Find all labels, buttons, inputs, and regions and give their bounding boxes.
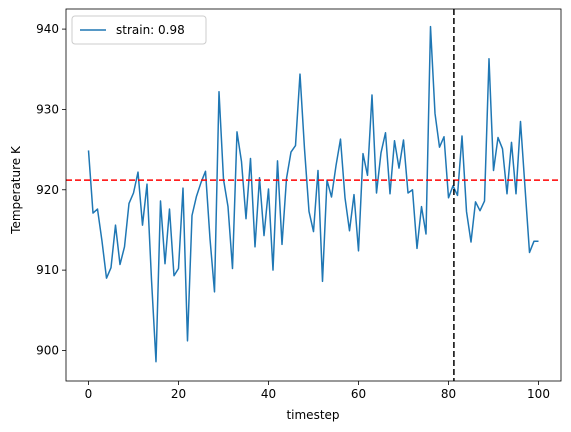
axes-frame (65, 8, 562, 382)
y-tick-label: 900 (36, 343, 59, 357)
y-tick-label: 940 (36, 22, 59, 36)
y-axis-label: Temperature K (9, 145, 23, 235)
plot-area (87, 25, 539, 363)
reference-lines (66, 9, 561, 381)
y-tick-label: 930 (36, 102, 59, 116)
x-tick-label: 20 (171, 387, 186, 401)
y-tick-label: 920 (36, 183, 59, 197)
x-tick-label: 80 (441, 387, 456, 401)
x-tick-label: 0 (85, 387, 93, 401)
y-tick-label: 910 (36, 263, 59, 277)
axis-ticks: 0 20 40 60 80 100 900 910 920 930 940 (36, 22, 550, 401)
legend-label: strain: 0.98 (116, 23, 185, 37)
x-axis-label: timestep (286, 408, 339, 422)
x-tick-label: 40 (261, 387, 276, 401)
x-tick-label: 60 (351, 387, 366, 401)
series-line-0 (87, 25, 539, 363)
legend: strain: 0.98 (71, 15, 207, 45)
legend-box (71, 15, 207, 45)
x-tick-label: 100 (527, 387, 550, 401)
